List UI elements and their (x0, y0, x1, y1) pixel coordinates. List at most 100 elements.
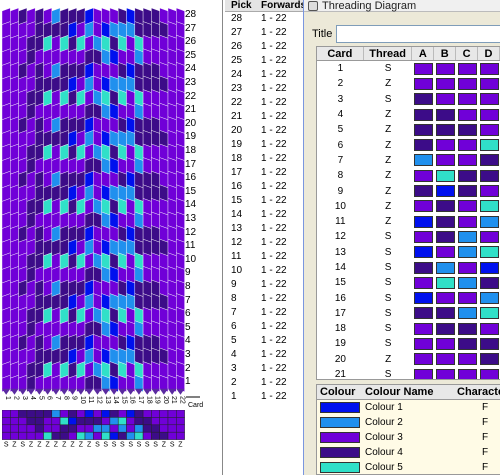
hole-colour-cell[interactable] (434, 154, 456, 167)
thread-row[interactable]: 13 S (317, 245, 500, 260)
pane-divider[interactable] (222, 0, 223, 475)
grid-hole-cell[interactable] (10, 417, 19, 426)
hole-colour-cell[interactable] (412, 139, 434, 152)
grid-hole-cell[interactable] (10, 431, 19, 440)
thread-direction-cell[interactable]: S (384, 307, 392, 319)
thread-direction-cell[interactable]: S (384, 369, 392, 380)
grid-hole-cell[interactable] (101, 431, 111, 440)
hole-colour-cell[interactable] (412, 215, 434, 228)
thread-direction-cell[interactable]: Z (385, 170, 392, 182)
hole-colour-cell[interactable] (434, 139, 456, 152)
hole-colour-cell[interactable] (412, 93, 434, 106)
grid-hole-cell[interactable] (93, 424, 102, 433)
pick-row[interactable]: 23 1 - 22 (225, 82, 303, 96)
grid-hole-cell[interactable] (126, 417, 136, 426)
hole-colour-cell[interactable] (456, 292, 478, 305)
hole-colour-cell[interactable] (434, 200, 456, 213)
thread-direction-cell[interactable]: Z (385, 353, 392, 365)
hole-colour-cell[interactable] (412, 154, 434, 167)
hole-colour-cell[interactable] (434, 337, 456, 350)
colour-swatch-cell[interactable] (317, 447, 362, 458)
hole-colour-cell[interactable] (456, 230, 478, 243)
hole-colour-cell[interactable] (456, 139, 478, 152)
grid-hole-cell[interactable] (10, 424, 19, 433)
grid-hole-cell[interactable] (93, 410, 102, 418)
hole-colour-cell[interactable] (412, 292, 434, 305)
pick-row[interactable]: 4 1 - 22 (225, 348, 303, 362)
pick-row[interactable]: 28 1 - 22 (225, 12, 303, 26)
pick-row[interactable]: 3 1 - 22 (225, 362, 303, 376)
colour-column-header[interactable]: Colour (320, 386, 356, 398)
hole-colour-cell[interactable] (434, 62, 456, 75)
hole-colour-cell[interactable] (478, 368, 500, 379)
hole-colour-cell[interactable] (412, 353, 434, 366)
grid-hole-cell[interactable] (159, 410, 169, 418)
grid-hole-cell[interactable] (51, 431, 61, 440)
hole-colour-cell[interactable] (478, 77, 500, 90)
grid-hole-cell[interactable] (51, 410, 61, 418)
thread-row[interactable]: 12 S (317, 229, 500, 244)
grid-hole-cell[interactable] (26, 431, 36, 440)
hole-colour-cell[interactable] (478, 185, 500, 198)
grid-hole-cell[interactable] (167, 417, 177, 426)
pick-row[interactable]: 12 1 - 22 (225, 236, 303, 250)
hole-colour-cell[interactable] (434, 307, 456, 320)
grid-hole-cell[interactable] (34, 417, 44, 426)
grid-hole-cell[interactable] (68, 424, 77, 433)
grid-hole-cell[interactable] (59, 431, 69, 440)
pick-row[interactable]: 13 1 - 22 (225, 222, 303, 236)
grid-hole-cell[interactable] (117, 410, 127, 418)
hole-colour-cell[interactable] (434, 215, 456, 228)
colour-swatch-cell[interactable] (317, 417, 362, 428)
hole-colour-cell[interactable] (434, 93, 456, 106)
grid-hole-cell[interactable] (101, 417, 111, 426)
hole-colour-cell[interactable] (478, 246, 500, 259)
grid-hole-cell[interactable] (126, 431, 136, 440)
pick-row[interactable]: 15 1 - 22 (225, 194, 303, 208)
thread-row[interactable]: 16 S (317, 290, 500, 305)
colour-swatch-cell[interactable] (317, 402, 362, 413)
pick-row[interactable]: 24 1 - 22 (225, 68, 303, 82)
hole-colour-cell[interactable] (456, 322, 478, 335)
grid-hole-cell[interactable] (76, 431, 86, 440)
thread-row[interactable]: 18 S (317, 321, 500, 336)
hole-colour-cell[interactable] (478, 62, 500, 75)
thread-direction-cell[interactable]: Z (385, 154, 392, 166)
grid-hole-cell[interactable] (43, 417, 53, 426)
pick-row[interactable]: 11 1 - 22 (225, 250, 303, 264)
hole-colour-cell[interactable] (456, 215, 478, 228)
grid-hole-cell[interactable] (59, 424, 69, 433)
colour-row[interactable]: Colour 3 F (317, 430, 500, 445)
hole-colour-cell[interactable] (434, 322, 456, 335)
grid-hole-cell[interactable] (76, 417, 86, 426)
hole-colour-cell[interactable] (412, 185, 434, 198)
hole-colour-cell[interactable] (456, 261, 478, 274)
hole-colour-cell[interactable] (412, 200, 434, 213)
thread-direction-cell[interactable]: S (384, 246, 392, 258)
window-titlebar[interactable]: Threading Diagram (304, 0, 500, 12)
grid-hole-cell[interactable] (68, 417, 77, 426)
colour-row[interactable]: Colour 2 F (317, 415, 500, 430)
hole-colour-cell[interactable] (456, 185, 478, 198)
hole-colour-cell[interactable] (434, 230, 456, 243)
pick-row[interactable]: 8 1 - 22 (225, 292, 303, 306)
hole-colour-cell[interactable] (478, 93, 500, 106)
grid-hole-cell[interactable] (43, 424, 53, 433)
grid-hole-cell[interactable] (18, 424, 28, 433)
hole-colour-cell[interactable] (412, 62, 434, 75)
hole-colour-cell[interactable] (456, 123, 478, 136)
grid-hole-cell[interactable] (176, 424, 185, 433)
pick-row[interactable]: 25 1 - 22 (225, 54, 303, 68)
hole-colour-cell[interactable] (456, 77, 478, 90)
grid-hole-cell[interactable] (134, 417, 144, 426)
hole-colour-cell[interactable] (434, 276, 456, 289)
thread-direction-cell[interactable]: Z (385, 200, 392, 212)
grid-hole-cell[interactable] (134, 424, 144, 433)
grid-hole-cell[interactable] (101, 424, 111, 433)
pick-row[interactable]: 16 1 - 22 (225, 180, 303, 194)
hole-colour-cell[interactable] (478, 276, 500, 289)
grid-hole-cell[interactable] (93, 431, 102, 440)
